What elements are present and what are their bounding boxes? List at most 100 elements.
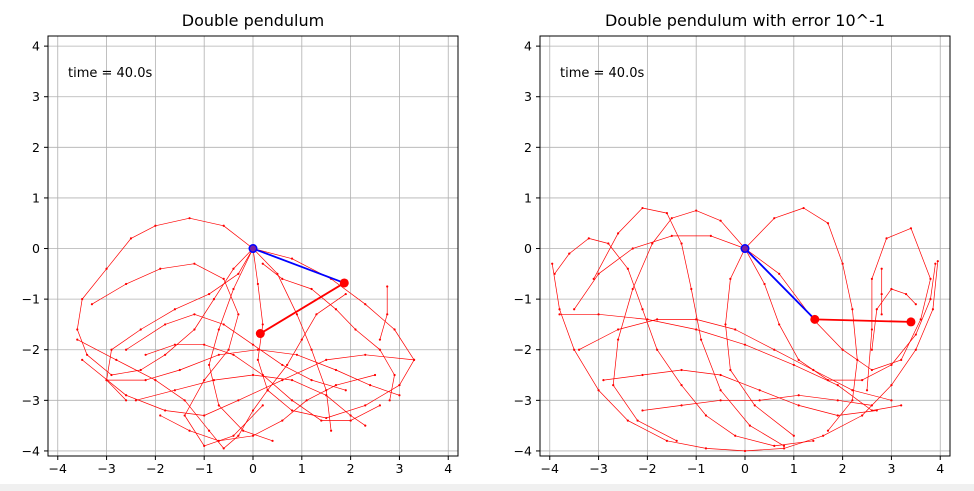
x-tick-label: 1: [790, 461, 798, 476]
time-annotation: time = 40.0s: [560, 66, 644, 81]
trajectory-point: [861, 414, 864, 417]
trajectory-point: [393, 328, 396, 331]
chart-right: −4 −3 −2 −1 0 1 2 3 4 −4 −3 −2 −1 0 1 2 3 4 Double pendul…: [514, 11, 951, 476]
pendulum-rod-1: [252, 247, 345, 284]
trajectory-point: [286, 363, 289, 367]
trajectory-point: [880, 267, 883, 270]
pendulum-bob-2: [255, 329, 265, 339]
trajectory-point: [344, 292, 347, 296]
pivot-center: [742, 245, 748, 252]
trajectory-trace: [252, 248, 332, 431]
y-tick-label: −1: [22, 292, 40, 307]
trajectory-point: [631, 247, 634, 250]
trajectory-point: [281, 277, 284, 280]
trajectory-point: [334, 308, 338, 311]
time-annotation: time = 40.0s: [68, 66, 152, 81]
pendulum-rod-1: [744, 247, 816, 321]
trajectory-point: [763, 282, 766, 286]
trajectory-trace: [578, 319, 892, 401]
trajectory-point: [870, 404, 874, 407]
trajectory-point: [364, 424, 367, 427]
trajectory-point: [369, 384, 372, 387]
trajectory-trace: [379, 286, 388, 340]
trajectory-point: [227, 348, 230, 351]
trajectory-point: [154, 224, 157, 227]
trajectory-point: [237, 313, 240, 316]
trajectory-point: [880, 292, 883, 296]
trajectory-point: [782, 444, 786, 447]
trajectory-point: [870, 368, 874, 372]
trajectory-point: [734, 434, 737, 437]
toolbar-strip: [0, 484, 974, 491]
plot-layer: −4 −3 −2 −1 0 1 2 3 4 −4 −3 −2 −1 0 1 2 3 4: [22, 35, 459, 476]
trajectory-point: [217, 404, 220, 407]
pendulum-bob-1: [339, 278, 349, 288]
trajectory-point: [675, 439, 678, 442]
trajectory-point: [232, 434, 235, 437]
trajectory-point: [870, 348, 874, 351]
x-tick-label: −1: [687, 461, 705, 476]
trajectory-trace: [91, 263, 264, 447]
trajectory-point: [929, 298, 932, 301]
trajectory-point: [851, 308, 854, 311]
trajectory-point: [110, 348, 113, 351]
trajectory-trace: [554, 238, 814, 447]
trajectory-point: [378, 338, 382, 341]
trajectory-point: [334, 368, 338, 372]
x-tick-label: −3: [97, 461, 115, 476]
trajectory-point: [212, 298, 216, 301]
trajectory-point: [704, 414, 708, 417]
trajectory-point: [597, 272, 600, 275]
trajectory-point: [826, 222, 830, 225]
trajectory-point: [76, 338, 79, 341]
trajectory-point: [836, 399, 839, 402]
trajectory-point: [251, 373, 255, 377]
trajectory-point: [573, 348, 576, 351]
y-tick-label: 4: [524, 39, 532, 54]
trajectory-point: [690, 287, 693, 291]
trajectory-point: [144, 353, 147, 356]
trajectory-point: [217, 353, 220, 356]
chart-title: Double pendulum: [182, 11, 324, 30]
trajectory-point: [680, 404, 683, 407]
trajectory-point: [641, 308, 644, 311]
x-tick-label: 2: [839, 461, 847, 476]
x-tick-label: 4: [936, 461, 944, 476]
trajectory-point: [729, 277, 732, 280]
trajectory-point: [656, 318, 659, 321]
trajectory-point: [743, 449, 747, 453]
trajectory-point: [782, 447, 786, 450]
trajectory-point: [670, 234, 673, 237]
trajectory-point: [203, 378, 206, 382]
trajectory-trace: [125, 313, 346, 391]
trajectory-point: [587, 237, 590, 240]
trajectory-point: [865, 389, 869, 392]
trajectory-point: [173, 343, 177, 346]
trajectory-point: [616, 328, 620, 331]
trajectory-point: [758, 389, 761, 392]
trajectory-point: [193, 262, 196, 265]
trajectory-point: [778, 323, 781, 326]
trajectory-point: [904, 292, 908, 296]
x-tick-label: 3: [395, 461, 403, 476]
trajectory-point: [295, 313, 299, 316]
trajectory-point: [641, 409, 644, 412]
y-tick-label: −2: [514, 342, 532, 357]
trajectory-point: [349, 414, 352, 417]
trajectory-point: [290, 257, 294, 260]
trajectory-point: [300, 338, 303, 341]
trajectory-point: [695, 209, 698, 212]
trajectory-point: [188, 217, 191, 220]
trajectory-point: [719, 399, 722, 402]
trajectory-point: [792, 363, 795, 367]
chart-left: −4 −3 −2 −1 0 1 2 3 4 −4 −3 −2 −1 0 1 2 3 4 Double pendul…: [22, 11, 459, 476]
trajectory-point: [597, 313, 600, 316]
trajectory-point: [734, 328, 737, 331]
trajectory-point: [393, 373, 396, 377]
trajectory-point: [290, 409, 294, 412]
trajectory-point: [364, 353, 367, 356]
trajectory-point: [81, 298, 84, 301]
trajectory-point: [929, 277, 932, 280]
trajectory-point: [936, 260, 939, 263]
